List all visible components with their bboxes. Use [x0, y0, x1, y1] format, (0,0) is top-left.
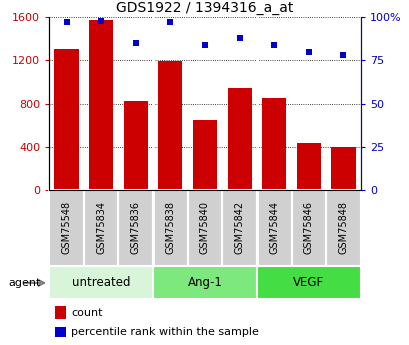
Bar [261, 98, 285, 190]
Point [132, 40, 139, 46]
Text: count: count [71, 308, 102, 317]
Text: GSM75846: GSM75846 [303, 201, 313, 254]
Text: GSM75836: GSM75836 [130, 201, 140, 254]
Bar [118, 190, 153, 266]
Bar [54, 49, 79, 190]
Bar [227, 88, 251, 190]
Text: Ang-1: Ang-1 [187, 276, 222, 289]
Text: GSM75834: GSM75834 [96, 201, 106, 254]
Text: GSM75848: GSM75848 [338, 201, 348, 254]
Text: GSM75842: GSM75842 [234, 201, 244, 254]
Point [63, 20, 70, 25]
Bar [192, 120, 217, 190]
Point [339, 52, 346, 58]
Text: GSM75844: GSM75844 [269, 201, 279, 254]
Bar [153, 190, 187, 266]
Bar [256, 190, 291, 266]
Bar [124, 101, 148, 190]
Bar [49, 266, 153, 299]
Text: agent: agent [9, 278, 41, 288]
Point [305, 49, 311, 55]
Bar [49, 190, 83, 266]
Bar [89, 20, 113, 190]
Bar [222, 190, 256, 266]
Text: GSM75838: GSM75838 [165, 201, 175, 254]
Bar [55, 306, 66, 319]
Bar [296, 144, 320, 190]
Bar [153, 266, 256, 299]
Bar [256, 266, 360, 299]
Text: GSM75548: GSM75548 [61, 201, 71, 254]
Bar [55, 327, 66, 337]
Point [167, 20, 173, 25]
Point [98, 18, 104, 23]
Point [270, 42, 277, 48]
Text: percentile rank within the sample: percentile rank within the sample [71, 327, 258, 337]
Bar [291, 190, 326, 266]
Point [236, 35, 242, 41]
Title: GDS1922 / 1394316_a_at: GDS1922 / 1394316_a_at [116, 1, 293, 15]
Bar [326, 190, 360, 266]
Point [201, 42, 208, 48]
Text: VEGF: VEGF [292, 276, 324, 289]
Bar [158, 61, 182, 190]
Bar [83, 190, 118, 266]
Bar [330, 147, 355, 190]
Bar [187, 190, 222, 266]
Text: untreated: untreated [72, 276, 130, 289]
Text: GSM75840: GSM75840 [200, 201, 209, 254]
